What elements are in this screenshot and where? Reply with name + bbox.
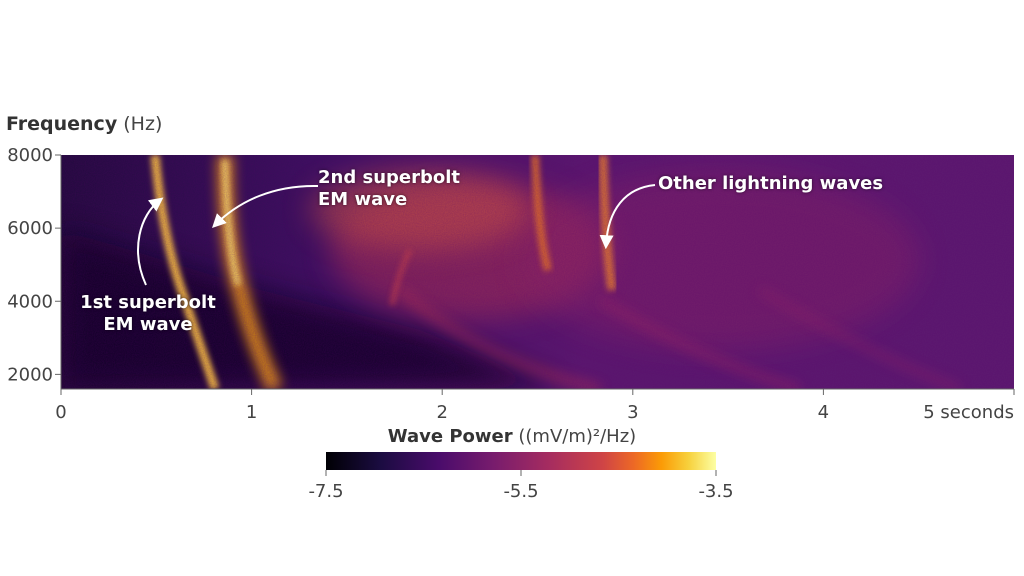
y-tick-label: 8000 [7,145,53,166]
annotation-line: 2nd superbolt [318,167,461,188]
x-tick-label: 4 [818,402,829,423]
arrow-other-lightning [599,184,656,250]
colorbar-tick-label: -7.5 [308,481,343,502]
y-axis-title: Frequency (Hz) [6,113,162,135]
colorbar-title: Wave Power ((mV/m)²/Hz) [0,426,1024,447]
colorbar-ticks: -7.5 -5.5 -3.5 [308,470,734,502]
colorbar-tick-label: -3.5 [698,481,733,502]
y-ticks: 2000 4000 6000 8000 [7,145,61,385]
colorbar-unit: ((mV/m)²/Hz) [518,426,637,447]
colorbar-label: Wave Power [387,426,513,447]
x-tick-label: 1 [246,402,257,423]
annotation-1st-superbolt: 1st superbolt EM wave [78,292,218,336]
annotation-line: 1st superbolt [80,292,216,313]
arrow-1st-superbolt [137,197,164,286]
colorbar-tick-label: -5.5 [503,481,538,502]
y-axis-label: Frequency [6,113,118,135]
x-tick-label: 5 seconds [923,402,1014,423]
y-axis-unit: (Hz) [123,113,163,135]
y-tick-label: 2000 [7,364,53,385]
colorbar [326,452,716,470]
x-tick-label: 3 [627,402,638,423]
y-tick-label: 4000 [7,291,53,312]
annotation-line: EM wave [318,189,408,210]
annotation-2nd-superbolt: 2nd superbolt EM wave [318,167,468,211]
x-tick-label: 0 [55,402,66,423]
noise-texture [61,155,1014,389]
annotation-line: Other lightning waves [658,173,884,194]
arrow-2nd-superbolt [212,184,319,228]
annotation-line: EM wave [103,314,193,335]
x-ticks: 0 1 2 3 4 5 seconds [55,389,1015,423]
annotation-other-lightning: Other lightning waves [658,173,898,195]
y-tick-label: 6000 [7,218,53,239]
x-tick-label: 2 [436,402,447,423]
